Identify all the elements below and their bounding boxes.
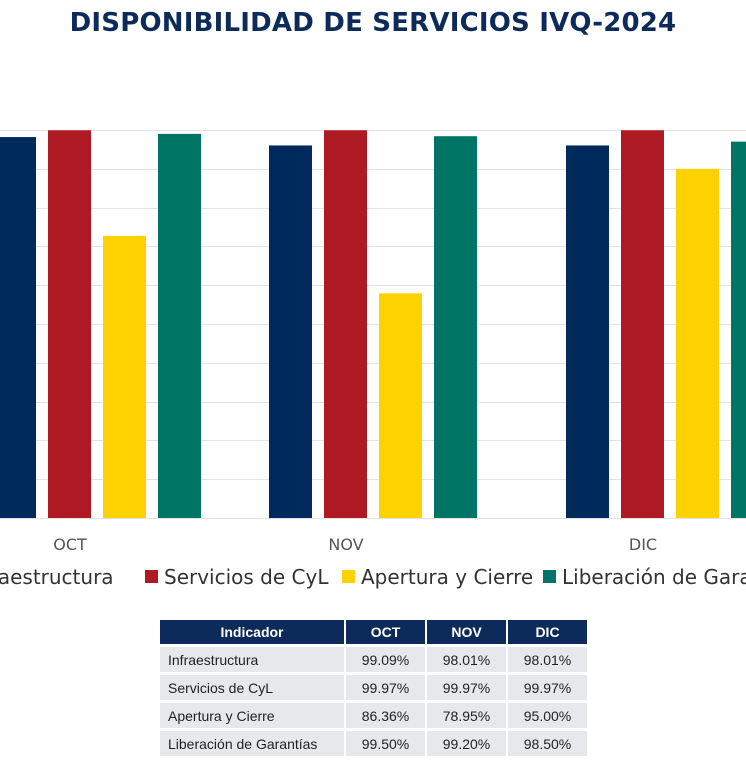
row-label: Servicios de CyL	[160, 675, 344, 700]
legend-swatch	[342, 570, 355, 583]
bar-nov-series-2	[324, 130, 367, 519]
x-tick-label: OCT	[53, 535, 87, 554]
table-row: Liberación de Garantías 99.50% 99.20% 98…	[160, 731, 587, 756]
row-label: Apertura y Cierre	[160, 703, 344, 728]
table-cell: 95.00%	[508, 703, 587, 728]
header-nov: NOV	[427, 620, 506, 644]
chart-title: DISPONIBILIDAD DE SERVICIOS IVQ-2024	[69, 8, 677, 38]
row-label: Liberación de Garantías	[160, 731, 344, 756]
legend: Infraestructura Servicios de CyL Apertura …	[0, 565, 746, 589]
bar-dic-series-4	[731, 141, 746, 518]
bar-nov-series-4	[434, 136, 477, 518]
legend-label: Infraestructura	[0, 565, 114, 589]
table-cell: 98.01%	[427, 647, 506, 672]
data-table: Indicador OCT NOV DIC Infraestructura 99…	[158, 617, 589, 759]
table-cell: 99.20%	[427, 731, 506, 756]
table-cell: 78.95%	[427, 703, 506, 728]
table-cell: 99.09%	[346, 647, 425, 672]
legend-label: Apertura y Cierre	[361, 565, 533, 589]
table-cell: 86.36%	[346, 703, 425, 728]
legend-swatch	[145, 570, 158, 583]
bars	[0, 130, 746, 519]
table-cell: 98.01%	[508, 647, 587, 672]
row-label: Infraestructura	[160, 647, 344, 672]
bar-chart: OCT NOV DIC Infraestructura Servicios de CyL…	[0, 130, 746, 589]
bar-oct-series-2	[48, 130, 91, 519]
bar-dic-series-2	[621, 130, 664, 519]
table-row: Infraestructura 99.09% 98.01% 98.01%	[160, 647, 587, 672]
x-tick-label: NOV	[328, 535, 363, 554]
bar-nov-series-3	[379, 293, 422, 518]
table-cell: 99.50%	[346, 731, 425, 756]
header-oct: OCT	[346, 620, 425, 644]
table-row: Servicios de CyL 99.97% 99.97% 99.97%	[160, 675, 587, 700]
x-tick-label: DIC	[629, 535, 657, 554]
header-indicador: Indicador	[160, 620, 344, 644]
table-header-row: Indicador OCT NOV DIC	[160, 620, 587, 644]
legend-label: Liberación de Garantías	[562, 565, 746, 589]
table-cell: 99.97%	[346, 675, 425, 700]
legend-swatch	[543, 570, 556, 583]
table-cell: 99.97%	[508, 675, 587, 700]
table-cell: 98.50%	[508, 731, 587, 756]
bar-oct-series-3	[103, 235, 146, 518]
header-dic: DIC	[508, 620, 587, 644]
bar-oct-series-1	[0, 137, 36, 519]
bar-oct-series-4	[158, 133, 201, 518]
bar-nov-series-1	[269, 145, 312, 519]
table-cell: 99.97%	[427, 675, 506, 700]
bar-dic-series-1	[566, 145, 609, 519]
table-row: Apertura y Cierre 86.36% 78.95% 95.00%	[160, 703, 587, 728]
bar-dic-series-3	[676, 168, 719, 519]
legend-label: Servicios de CyL	[164, 565, 329, 589]
